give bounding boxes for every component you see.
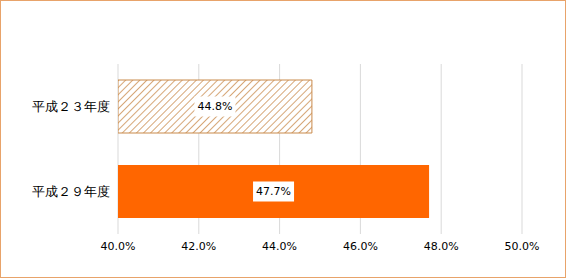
svg-text:42.0%: 42.0% xyxy=(181,240,216,253)
svg-text:平成２３年度: 平成２３年度 xyxy=(32,99,110,114)
svg-text:44.0%: 44.0% xyxy=(262,240,297,253)
svg-text:平成２９年度: 平成２９年度 xyxy=(32,184,110,199)
svg-text:40.0%: 40.0% xyxy=(101,240,136,253)
svg-text:44.8%: 44.8% xyxy=(197,100,232,113)
svg-text:46.0%: 46.0% xyxy=(343,240,378,253)
svg-text:47.7%: 47.7% xyxy=(256,185,291,198)
svg-text:50.0%: 50.0% xyxy=(505,240,540,253)
svg-text:48.0%: 48.0% xyxy=(424,240,459,253)
